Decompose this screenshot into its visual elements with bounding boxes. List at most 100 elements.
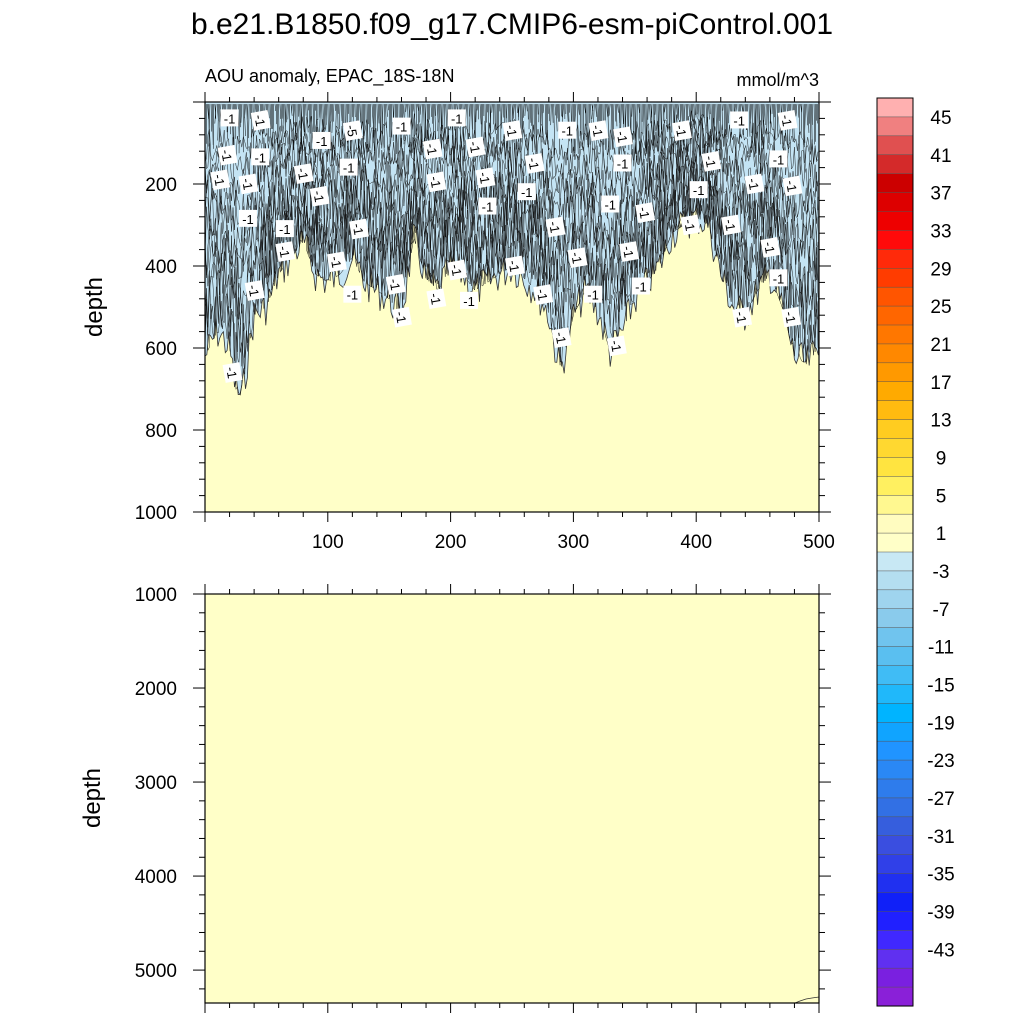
contour-line xyxy=(440,104,443,153)
contour-line xyxy=(669,104,671,130)
contour-line xyxy=(812,104,814,125)
contour-label-text: -1 xyxy=(211,173,228,187)
contour-line xyxy=(763,104,766,122)
contour-line xyxy=(718,104,720,141)
colorbar-segment xyxy=(876,192,914,213)
contour-line xyxy=(322,104,325,135)
contour-label-text: -1 xyxy=(733,310,750,324)
contour-label-text: -1 xyxy=(254,150,266,165)
contour-line xyxy=(341,104,343,122)
colorbar-segment xyxy=(876,286,914,307)
contour-label-box xyxy=(426,171,447,193)
colorbar-segment xyxy=(876,268,914,288)
colorbar-label: 41 xyxy=(930,146,951,167)
chart-units-label: mmol/m^3 xyxy=(737,70,819,90)
contour-label-box xyxy=(222,362,243,383)
contour-line xyxy=(387,104,389,111)
colorbar-label: -27 xyxy=(927,789,954,810)
contour-label: -1 xyxy=(606,335,627,357)
contour-line xyxy=(813,104,815,145)
contour-line xyxy=(331,104,333,133)
contour-label-text: -1 xyxy=(343,161,355,176)
contour-line xyxy=(300,104,303,155)
colorbar-segment xyxy=(876,495,914,515)
contour-line xyxy=(607,104,610,118)
contour-line xyxy=(678,104,680,118)
colorbar-label: -23 xyxy=(927,751,954,772)
colorbar-label: -15 xyxy=(927,675,954,696)
contour-label-text: -1 xyxy=(525,157,542,171)
contour-label-text: -1 xyxy=(393,310,410,324)
contour-label-box xyxy=(505,255,525,277)
contour-line xyxy=(634,104,637,153)
contour-line xyxy=(762,104,764,135)
contour-line xyxy=(584,104,586,114)
contour-line xyxy=(553,104,556,156)
contour-line xyxy=(676,104,678,119)
contour-line xyxy=(366,104,369,152)
contour-line xyxy=(755,104,757,134)
bottom-panel-ticks: 1000 2000 3000 4000 5000 xyxy=(135,584,831,1013)
colorbar-segment xyxy=(876,854,914,875)
contour-line xyxy=(290,104,293,116)
contour-label-text: -1 xyxy=(310,189,327,203)
contour-label: -1 xyxy=(339,158,358,176)
colorbar-label: 9 xyxy=(936,448,947,469)
colorbar-segment xyxy=(876,135,914,156)
colorbar-frame xyxy=(876,97,914,1007)
contour-line xyxy=(321,104,323,136)
contour-label-box xyxy=(312,131,331,149)
contour-label-text: -1 xyxy=(386,278,403,292)
y-tick-label: 3000 xyxy=(135,773,177,794)
colorbar-segment xyxy=(876,967,914,988)
contour-line xyxy=(386,104,388,117)
contour-label-text: -1 xyxy=(702,155,719,169)
contour-line xyxy=(443,104,445,149)
contour-line xyxy=(664,104,666,113)
contour-line xyxy=(385,104,387,128)
y-tick-label: 600 xyxy=(145,339,177,360)
contour-label-box xyxy=(680,214,701,236)
contour-line xyxy=(638,104,640,114)
contour-line xyxy=(707,104,709,154)
colorbar-segment xyxy=(876,911,914,931)
contour-label: -1 xyxy=(502,120,523,141)
contour-label: -1 xyxy=(721,214,742,236)
contour-line xyxy=(541,104,543,143)
contour-line xyxy=(469,104,471,137)
contour-line xyxy=(708,104,710,120)
contour-label: -1 xyxy=(244,280,265,301)
contour-line xyxy=(446,104,449,135)
contour-label: -1 xyxy=(769,269,788,287)
contour-line xyxy=(579,104,582,137)
contour-label-text: -1 xyxy=(773,152,785,167)
contour-label-text: -1 xyxy=(782,310,799,324)
contour-label: -1 xyxy=(349,218,369,240)
contour-line xyxy=(205,178,819,367)
contour-label-text: -1 xyxy=(427,175,444,189)
colorbar-label: 17 xyxy=(930,373,951,394)
colorbar-label: -19 xyxy=(927,713,954,734)
colorbar-segment xyxy=(876,381,914,402)
contour-label: -1 xyxy=(426,288,447,310)
chart-title: b.e21.B1850.f09_g17.CMIP6-esm-piControl.… xyxy=(191,8,833,41)
contour-line xyxy=(424,104,427,141)
colorbar-label: -43 xyxy=(927,940,954,961)
contour-label: -1 xyxy=(222,362,243,383)
colorbar-segment xyxy=(876,646,914,667)
contour-label-text: -1 xyxy=(451,111,463,126)
contour-label: -1 xyxy=(447,109,466,127)
contour-label-box xyxy=(465,136,486,158)
bottom-floor-contour xyxy=(794,996,819,1003)
contour-line xyxy=(597,104,600,124)
contour-line xyxy=(365,104,367,149)
contour-label-text: -1 xyxy=(506,259,523,273)
contour-line xyxy=(412,104,414,150)
contour-label-text: -1 xyxy=(423,142,440,156)
colorbar-segment xyxy=(876,608,914,629)
contour-label-box xyxy=(447,259,468,281)
contour-label-text: -1 xyxy=(294,167,311,181)
contour-line xyxy=(761,104,763,141)
contour-line xyxy=(691,104,693,121)
contour-line xyxy=(560,104,563,117)
